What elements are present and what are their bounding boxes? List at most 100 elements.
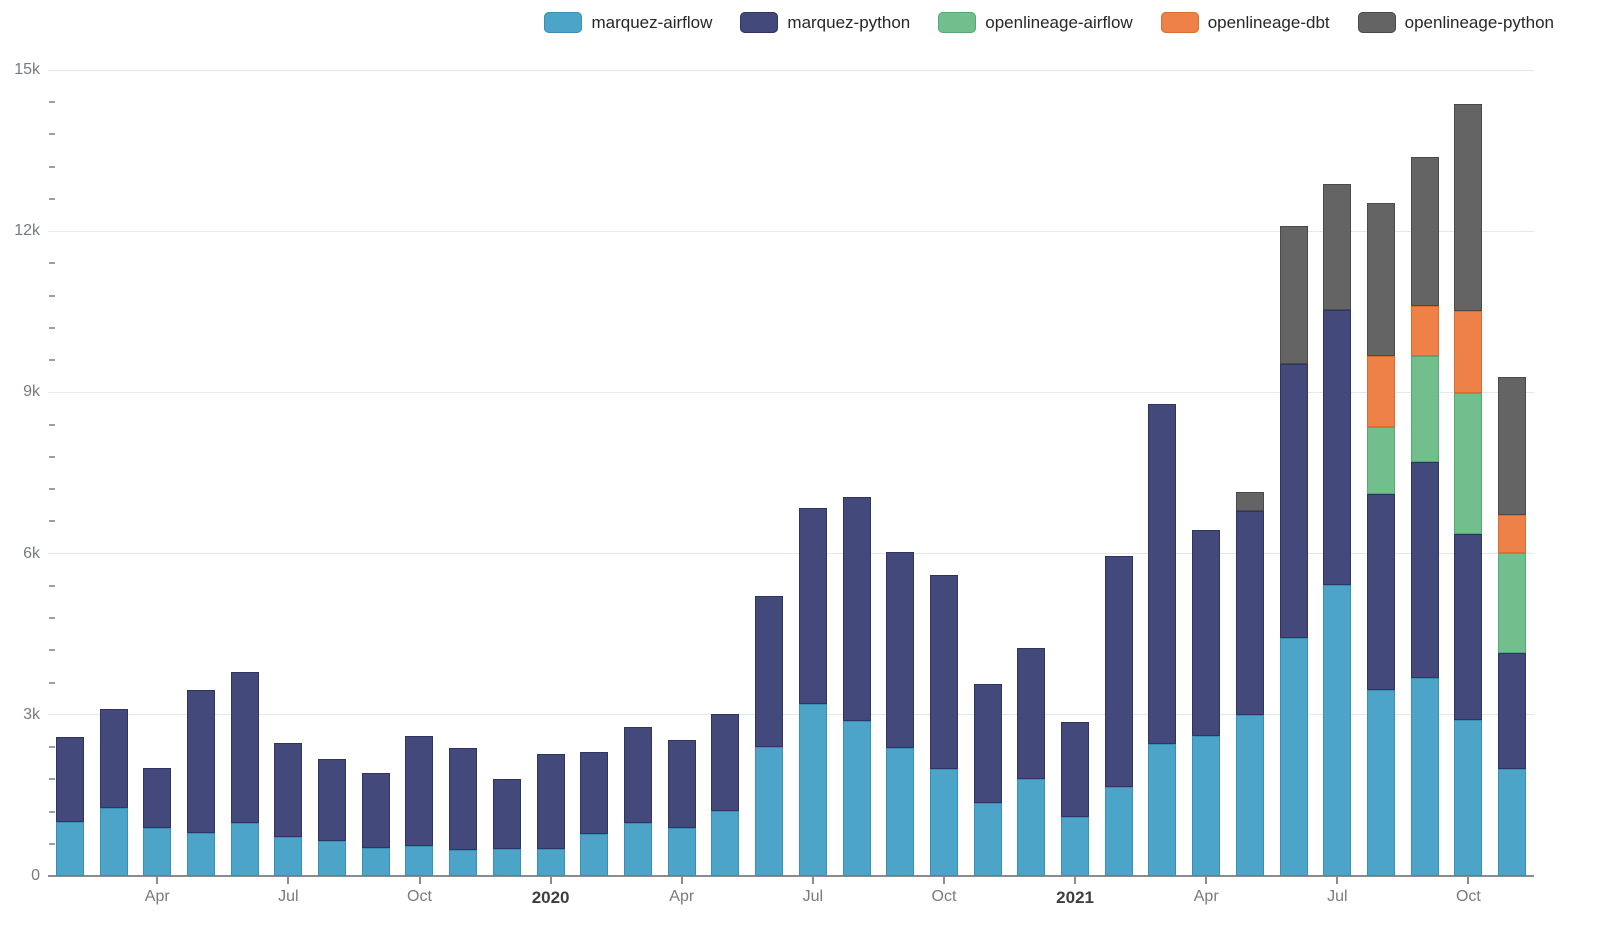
segment-marquez-airflow[interactable] [973,803,1002,876]
segment-marquez-python[interactable] [711,714,740,811]
segment-marquez-python[interactable] [143,768,172,828]
segment-marquez-airflow[interactable] [1367,690,1396,876]
segment-openlineage-python[interactable] [1410,157,1439,306]
segment-marquez-airflow[interactable] [667,828,696,876]
segment-openlineage-python[interactable] [1454,104,1483,311]
segment-marquez-airflow[interactable] [711,811,740,876]
segment-marquez-python[interactable] [1323,310,1352,585]
segment-marquez-airflow[interactable] [1235,715,1264,876]
segment-marquez-airflow[interactable] [536,849,565,876]
segment-marquez-airflow[interactable] [1061,817,1090,876]
segment-marquez-python[interactable] [1192,530,1221,736]
segment-marquez-airflow[interactable] [1454,720,1483,876]
legend-item-openlineage-airflow[interactable]: openlineage-airflow [938,12,1133,33]
bar-oct-2021[interactable] [1447,70,1491,876]
segment-marquez-python[interactable] [798,508,827,704]
bar-may-2021[interactable] [1228,70,1272,876]
segment-marquez-python[interactable] [55,737,84,822]
segment-openlineage-airflow[interactable] [1367,427,1396,494]
segment-marquez-airflow[interactable] [186,833,215,876]
bar-jun-2021[interactable] [1272,70,1316,876]
segment-marquez-airflow[interactable] [405,846,434,876]
segment-openlineage-dbt[interactable] [1454,311,1483,393]
segment-openlineage-airflow[interactable] [1410,356,1439,462]
segment-openlineage-python[interactable] [1498,377,1527,515]
legend-item-marquez-airflow[interactable]: marquez-airflow [544,12,712,33]
segment-marquez-python[interactable] [667,740,696,828]
segment-marquez-airflow[interactable] [274,837,303,876]
segment-marquez-python[interactable] [624,727,653,823]
bar-nov-2020[interactable] [966,70,1010,876]
segment-marquez-python[interactable] [886,552,915,748]
bar-mar-2021[interactable] [1141,70,1185,876]
segment-marquez-python[interactable] [1235,511,1264,715]
bar-apr-2021[interactable] [1184,70,1228,876]
bar-feb-2021[interactable] [1097,70,1141,876]
segment-marquez-airflow[interactable] [798,704,827,876]
legend-item-marquez-python[interactable]: marquez-python [740,12,910,33]
segment-marquez-airflow[interactable] [886,748,915,876]
segment-marquez-python[interactable] [1410,462,1439,678]
segment-marquez-airflow[interactable] [99,808,128,876]
bar-aug-2019[interactable] [310,70,354,876]
segment-marquez-python[interactable] [318,759,347,841]
segment-marquez-airflow[interactable] [1104,787,1133,876]
segment-openlineage-airflow[interactable] [1454,393,1483,534]
segment-marquez-python[interactable] [186,690,215,833]
segment-openlineage-python[interactable] [1279,226,1308,364]
bar-jan-2020[interactable] [529,70,573,876]
bar-may-2019[interactable] [179,70,223,876]
segment-marquez-airflow[interactable] [1148,744,1177,876]
segment-marquez-python[interactable] [361,773,390,848]
bar-jun-2020[interactable] [747,70,791,876]
bar-apr-2019[interactable] [135,70,179,876]
bar-jul-2020[interactable] [791,70,835,876]
segment-marquez-python[interactable] [842,497,871,721]
segment-openlineage-python[interactable] [1235,492,1264,511]
bar-feb-2019[interactable] [48,70,92,876]
segment-marquez-airflow[interactable] [143,828,172,876]
bar-jan-2021[interactable] [1053,70,1097,876]
segment-marquez-airflow[interactable] [492,849,521,876]
segment-marquez-python[interactable] [99,709,128,808]
segment-marquez-airflow[interactable] [318,841,347,876]
segment-marquez-python[interactable] [1148,404,1177,744]
segment-marquez-airflow[interactable] [449,850,478,876]
bar-jun-2019[interactable] [223,70,267,876]
bar-oct-2020[interactable] [922,70,966,876]
segment-marquez-airflow[interactable] [1498,769,1527,876]
segment-openlineage-airflow[interactable] [1498,553,1527,653]
segment-marquez-python[interactable] [536,754,565,849]
segment-marquez-airflow[interactable] [230,823,259,876]
bar-dec-2020[interactable] [1010,70,1054,876]
segment-openlineage-python[interactable] [1367,203,1396,356]
segment-marquez-airflow[interactable] [755,747,784,876]
bar-apr-2020[interactable] [660,70,704,876]
bar-sep-2021[interactable] [1403,70,1447,876]
segment-marquez-airflow[interactable] [1279,638,1308,876]
bar-nov-2021[interactable] [1490,70,1534,876]
segment-openlineage-dbt[interactable] [1367,356,1396,427]
bar-oct-2019[interactable] [398,70,442,876]
bar-jul-2019[interactable] [267,70,311,876]
bar-mar-2020[interactable] [616,70,660,876]
segment-marquez-airflow[interactable] [1192,736,1221,876]
segment-marquez-airflow[interactable] [1017,779,1046,876]
segment-openlineage-python[interactable] [1323,184,1352,310]
segment-marquez-python[interactable] [1498,653,1527,769]
segment-marquez-airflow[interactable] [580,834,609,876]
segment-openlineage-dbt[interactable] [1410,306,1439,356]
segment-marquez-python[interactable] [1017,648,1046,779]
bar-dec-2019[interactable] [485,70,529,876]
bar-sep-2020[interactable] [878,70,922,876]
segment-marquez-airflow[interactable] [361,848,390,876]
segment-marquez-python[interactable] [580,752,609,834]
segment-marquez-airflow[interactable] [624,823,653,876]
segment-marquez-python[interactable] [274,743,303,837]
segment-openlineage-dbt[interactable] [1498,515,1527,553]
segment-marquez-airflow[interactable] [1323,585,1352,876]
segment-marquez-python[interactable] [449,748,478,850]
segment-marquez-python[interactable] [755,596,784,747]
bar-jul-2021[interactable] [1315,70,1359,876]
bar-feb-2020[interactable] [572,70,616,876]
